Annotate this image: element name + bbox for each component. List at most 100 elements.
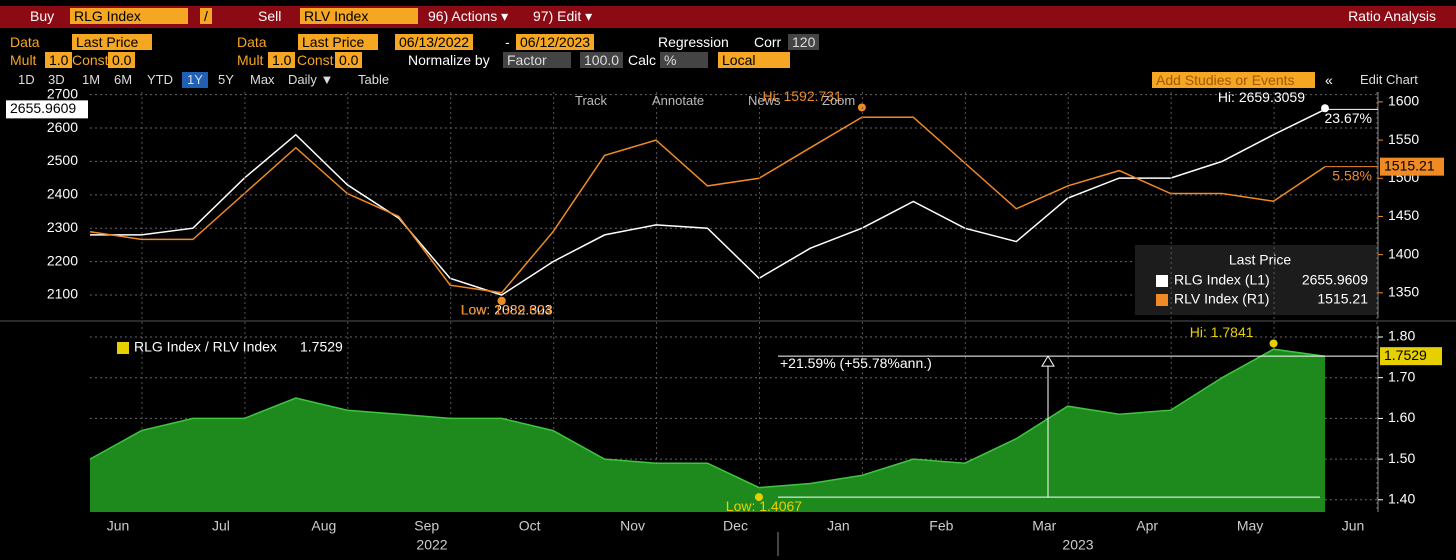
chart-tool[interactable]: Zoom <box>822 93 856 108</box>
measure-arrowhead <box>1041 355 1055 367</box>
range-button[interactable]: Max <box>250 72 275 87</box>
field[interactable]: 100.0 <box>580 52 624 68</box>
range-button[interactable]: YTD <box>147 72 173 87</box>
extreme-dot <box>1321 104 1329 113</box>
field[interactable]: 1.0 <box>268 52 296 68</box>
panel-title: RLG Index / RLV Index <box>134 339 277 355</box>
edit-menu[interactable]: 97) Edit ▾ <box>533 8 593 24</box>
last-value-box <box>1380 347 1442 366</box>
extreme-label: Low: 1.4067 <box>726 498 802 514</box>
y-tick-label: 2300 <box>47 219 78 235</box>
x-tick-label: Sep <box>414 518 439 534</box>
legend-swatch <box>117 342 129 354</box>
last-value-box <box>6 100 88 119</box>
chart-tool[interactable]: Annotate <box>652 93 705 108</box>
chart-tool[interactable]: News <box>748 93 781 108</box>
y2-tick-label: 1350 <box>1388 284 1419 300</box>
range-button[interactable]: 1D <box>18 72 35 87</box>
field[interactable]: % <box>660 52 708 68</box>
extreme-dot <box>497 296 506 305</box>
label: Const <box>72 52 109 68</box>
legend-name: RLV Index (R1) <box>1174 291 1269 307</box>
label: Data <box>10 34 40 50</box>
field[interactable]: 0.0 <box>108 52 136 68</box>
last-value: 2655.9609 <box>10 100 76 116</box>
legend-value: 1515.21 <box>1317 291 1368 307</box>
buy-label: Buy <box>30 8 55 24</box>
x-tick-label: Aug <box>311 518 336 534</box>
field[interactable]: Last Price <box>72 34 152 50</box>
field[interactable]: Last Price <box>298 34 378 50</box>
field[interactable]: 120 <box>788 34 820 50</box>
operator[interactable]: / <box>200 8 212 24</box>
field[interactable]: 1.0 <box>45 52 73 68</box>
extreme-label: Low: 2082.303 <box>461 302 553 318</box>
sell-label: Sell <box>258 8 282 24</box>
dash: - <box>505 34 510 50</box>
legend-name: RLG Index (L1) <box>1174 272 1270 288</box>
sell-ticker[interactable]: RLV Index <box>300 8 418 24</box>
chart-tool[interactable]: Track <box>575 93 608 108</box>
legend-value: 2655.9609 <box>1302 272 1368 288</box>
table-button[interactable]: Table <box>358 72 390 87</box>
last-value: 1.7529 <box>1384 347 1427 363</box>
line <box>89 116 1326 294</box>
x-tick-label: Apr <box>1136 518 1158 534</box>
collapse[interactable]: « <box>1325 72 1333 88</box>
year-label: 2022 <box>416 537 447 553</box>
y2-tick-label: 1400 <box>1388 245 1419 261</box>
range-button[interactable]: 1M <box>82 72 101 87</box>
y-tick-label: 2200 <box>47 252 78 268</box>
range-button-active[interactable]: 1Y <box>182 72 208 88</box>
start-date[interactable]: 06/13/2022 <box>395 34 474 50</box>
extreme-dot <box>754 493 763 502</box>
actions-menu[interactable]: 96) Actions ▾ <box>428 8 509 24</box>
range-button[interactable]: 5Y <box>218 72 234 87</box>
x-tick-label: Nov <box>620 518 645 534</box>
line <box>90 108 1326 296</box>
y-tick-label: 1.80 <box>1388 328 1415 344</box>
legend-bg <box>1135 245 1377 315</box>
y-tick-label: 2600 <box>47 119 78 135</box>
area <box>90 349 1325 512</box>
y2-tick-label: 1450 <box>1388 207 1419 223</box>
panel-value: 1.7529 <box>300 339 343 355</box>
y-tick-label: 1.50 <box>1388 450 1415 466</box>
y-tick-label: 2500 <box>47 152 78 168</box>
last-value: 1515.21 <box>1384 157 1435 173</box>
title-bar <box>0 6 1456 28</box>
legend-title: Last Price <box>1229 252 1291 268</box>
frequency-menu[interactable]: Daily ▼ <box>288 72 334 87</box>
y-tick-label: 2700 <box>47 85 78 101</box>
extreme-label: Low: 1339.624 <box>461 301 553 317</box>
x-tick-label: Dec <box>723 518 748 534</box>
y2-tick-label: 1550 <box>1388 131 1419 147</box>
x-tick-label: Feb <box>929 518 953 534</box>
y-tick-label: 1.40 <box>1388 490 1415 506</box>
field[interactable]: Factor <box>503 52 571 68</box>
label: Calc <box>628 52 657 68</box>
label: Mult <box>237 52 264 68</box>
checkbox[interactable]: Regression <box>658 34 729 50</box>
last-value-box <box>1380 157 1444 176</box>
legend-swatch <box>1156 275 1168 287</box>
buy-ticker[interactable]: RLG Index <box>70 8 188 24</box>
y-tick-label: 1.60 <box>1388 409 1415 425</box>
x-tick-label: May <box>1237 518 1263 534</box>
studies-field[interactable]: Add Studies or Events <box>1152 72 1315 88</box>
range-button[interactable]: 3D <box>48 72 65 87</box>
checkbox[interactable]: Corr <box>754 34 782 50</box>
extreme-label: Hi: 1.7841 <box>1190 324 1254 340</box>
area-edge <box>89 348 1326 489</box>
checkbox[interactable]: Normalize by <box>408 52 490 68</box>
end-date[interactable]: 06/12/2023 <box>516 34 595 50</box>
range-button[interactable]: 6M <box>114 72 133 87</box>
x-tick-label: Oct <box>519 518 541 534</box>
field[interactable]: Local <box>718 52 790 68</box>
measure-label: +21.59% (+55.78%ann.) <box>780 355 932 371</box>
field[interactable]: 0.0 <box>335 52 363 68</box>
label: Data <box>237 34 267 50</box>
edit-chart[interactable]: Edit Chart <box>1360 72 1418 87</box>
y-tick-label: 2400 <box>47 186 78 202</box>
